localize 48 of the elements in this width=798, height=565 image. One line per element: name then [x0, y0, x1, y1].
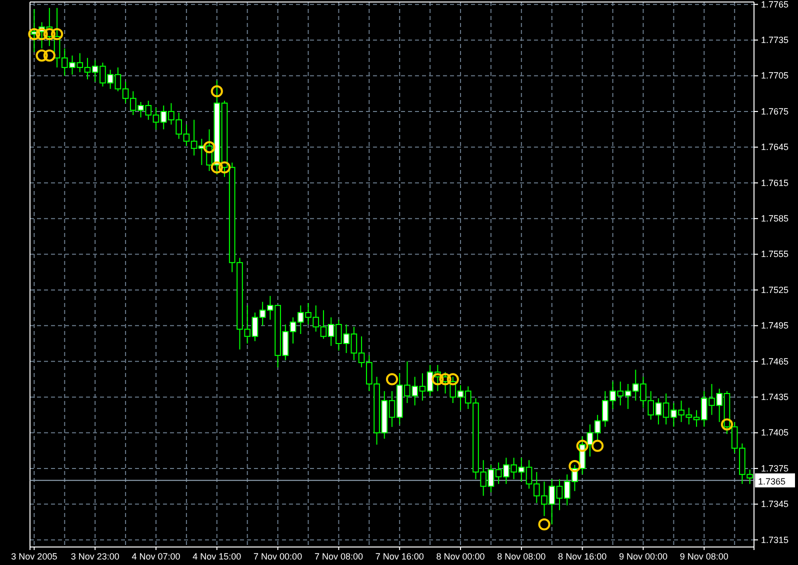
point [43, 50, 56, 62]
x-tick-label: 8 Nov 00:00 [436, 551, 485, 562]
x-tick-label: 8 Nov 16:00 [558, 551, 607, 562]
y-tick-label: 1.7645 [761, 142, 789, 152]
y-tick-label: 1.7615 [761, 178, 789, 188]
point [210, 85, 223, 98]
point [538, 518, 550, 530]
point [218, 161, 231, 174]
x-tick-label: 7 Nov 00:00 [254, 551, 302, 562]
y-tick-label: 1.7585 [761, 213, 789, 224]
point [592, 440, 604, 452]
y-tick-label: 1.7405 [761, 428, 789, 438]
x-tick-label: 3 Nov 2005 [11, 551, 58, 562]
x-tick-label: 3 Nov 23:00 [70, 551, 120, 562]
x-tick-label: 7 Nov 16:00 [375, 551, 424, 562]
y-tick-label: 1.7465 [761, 356, 789, 366]
y-tick-label: 1.7525 [761, 284, 789, 295]
point [568, 460, 581, 472]
point [43, 28, 56, 40]
y-tick-label: 1.7555 [761, 249, 789, 260]
y-tick-label: 1.7435 [761, 392, 789, 402]
y-tick-label: 1.7345 [761, 499, 789, 510]
x-tick-label: 4 Nov 15:00 [192, 551, 242, 562]
y-tick-label: 1.7675 [761, 106, 789, 116]
y-tick-label: 1.7495 [761, 320, 789, 331]
x-tick-label: 9 Nov 08:00 [680, 551, 728, 562]
ref-line-label: 1.7365 [758, 476, 786, 486]
x-tick-label: 8 Nov 08:00 [497, 551, 546, 562]
point [50, 28, 64, 40]
y-tick-label: 1.7735 [761, 34, 789, 45]
point [36, 28, 48, 40]
point [210, 161, 223, 174]
point [432, 373, 444, 386]
point [720, 418, 734, 430]
point [386, 373, 398, 386]
point [439, 373, 452, 386]
point [576, 440, 588, 452]
x-tick-label: 9 Nov 00:00 [618, 551, 668, 562]
point [203, 141, 216, 154]
y-tick-label: 1.7705 [761, 70, 789, 81]
x-tick-label: 7 Nov 08:00 [314, 551, 363, 562]
point [36, 50, 48, 62]
x-tick-label: 4 Nov 07:00 [132, 551, 180, 562]
y-tick-label: 1.7315 [761, 534, 789, 545]
y-tick-label: 1.7375 [761, 463, 789, 474]
point [28, 28, 40, 40]
point [446, 373, 459, 386]
y-tick-label: 1.7765 [761, 0, 789, 10]
